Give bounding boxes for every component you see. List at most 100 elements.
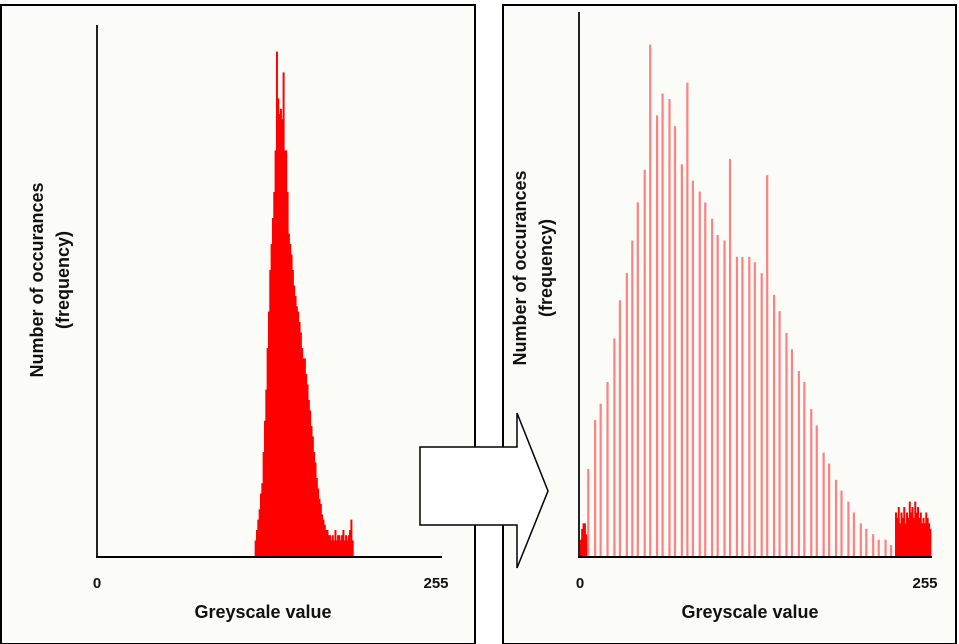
histogram-bar [921, 523, 924, 556]
histogram-bar [331, 535, 334, 556]
histogram-bar [287, 233, 290, 556]
histogram-bar [649, 44, 652, 556]
histogram-bar [918, 517, 921, 556]
x-tick-label-max: 255 [423, 575, 448, 592]
histogram-bar [735, 256, 739, 556]
histogram-bar [345, 535, 348, 556]
histogram-bar [922, 517, 925, 556]
histogram-bar [307, 400, 310, 556]
histogram-bar [753, 262, 756, 556]
histogram-bar [283, 150, 286, 556]
histogram-bars [579, 44, 932, 557]
y-axis-title-line-2: (frequency) [536, 219, 556, 317]
histogram-bar [587, 468, 590, 556]
histogram-bar [903, 507, 906, 556]
histogram-bar [895, 512, 898, 556]
histogram-bar [741, 256, 744, 556]
histogram-bar [341, 535, 344, 556]
histogram-bar [915, 512, 918, 556]
histogram-bar [583, 523, 586, 556]
histogram-bar [301, 348, 304, 556]
x-tick-label-max: 255 [912, 575, 937, 592]
histogram-bar [928, 523, 931, 556]
histogram-bar [661, 93, 664, 556]
histogram-bar [339, 540, 342, 556]
histogram-bar [263, 420, 266, 556]
histogram-bar [618, 300, 622, 556]
histogram-bar [290, 254, 293, 556]
histogram-bar [908, 501, 911, 556]
histogram-bar [760, 273, 763, 556]
histogram-bar [266, 348, 269, 556]
histogram-bar [335, 540, 338, 556]
histogram-bar [298, 322, 301, 556]
histogram-bar [919, 512, 922, 556]
histogram-bar [766, 175, 769, 556]
histogram-bar [279, 108, 282, 557]
x-axis-title: Greyscale value [681, 602, 818, 622]
histogram-bar [711, 218, 714, 556]
histogram-bar [889, 545, 893, 556]
histogram-bar [748, 256, 751, 556]
histogram-bar [277, 98, 280, 557]
histogram-bar [581, 528, 584, 556]
histogram-bar [680, 164, 683, 556]
histogram-bar [923, 523, 926, 556]
histogram-bar [294, 296, 297, 556]
x-tick-label-min: 0 [576, 575, 584, 592]
histogram-bar [259, 493, 262, 556]
histogram-bar [314, 462, 317, 556]
histogram-bar [254, 540, 257, 556]
histogram-bar [338, 535, 341, 556]
right-arrow-icon [419, 412, 549, 569]
histogram-bar [810, 409, 813, 556]
histogram-bar [261, 483, 264, 556]
histogram-bar [325, 530, 328, 556]
histogram-bar [631, 240, 634, 557]
histogram-bar [309, 410, 312, 556]
panel-frame [0, 4, 476, 644]
histogram-bar [668, 99, 671, 556]
histogram-bar [872, 534, 875, 556]
histogram-bar [686, 82, 689, 556]
histogram-bar [327, 535, 330, 556]
histogram-bar [295, 306, 298, 556]
histogram-bar [333, 540, 336, 556]
histogram-bar [912, 517, 915, 556]
histogram-bar [926, 517, 929, 556]
histogram-bar [337, 535, 340, 556]
histogram-bar [256, 530, 258, 556]
histogram-bar [349, 530, 352, 556]
histogram-bar [636, 202, 639, 556]
histogram-bar [904, 523, 907, 556]
histogram-bar [342, 530, 345, 556]
histogram-bar [579, 539, 582, 556]
y-axis-title-line-1: Number of occurances [27, 182, 47, 377]
histogram-bar [852, 512, 856, 556]
histogram-bar [673, 126, 677, 557]
histogram-bar [896, 517, 899, 556]
histogram-bar [899, 523, 902, 556]
histogram-bar [258, 509, 261, 556]
histogram-bar [884, 539, 887, 556]
histogram-bar [599, 403, 602, 556]
histogram-bar [305, 374, 308, 556]
histogram-bar [704, 202, 707, 556]
histogram-bar [606, 381, 609, 556]
histogram-bar [691, 180, 694, 556]
histogram-bar [865, 528, 868, 556]
histogram-bar [728, 158, 732, 556]
histogram-bar [643, 169, 646, 556]
histogram-panel-after: 0 255 Greyscale value Number of occuranc… [502, 4, 957, 644]
histogram-bar [350, 519, 353, 556]
histogram-bar [900, 512, 903, 556]
histogram-bar [822, 452, 825, 556]
histogram-bar [334, 530, 337, 556]
y-axis-title: Number of occurances (frequency) [27, 182, 73, 377]
histogram-bar [286, 192, 289, 556]
histogram-bar [346, 540, 349, 556]
histogram-bar [269, 270, 272, 556]
histogram-bar [716, 235, 719, 557]
